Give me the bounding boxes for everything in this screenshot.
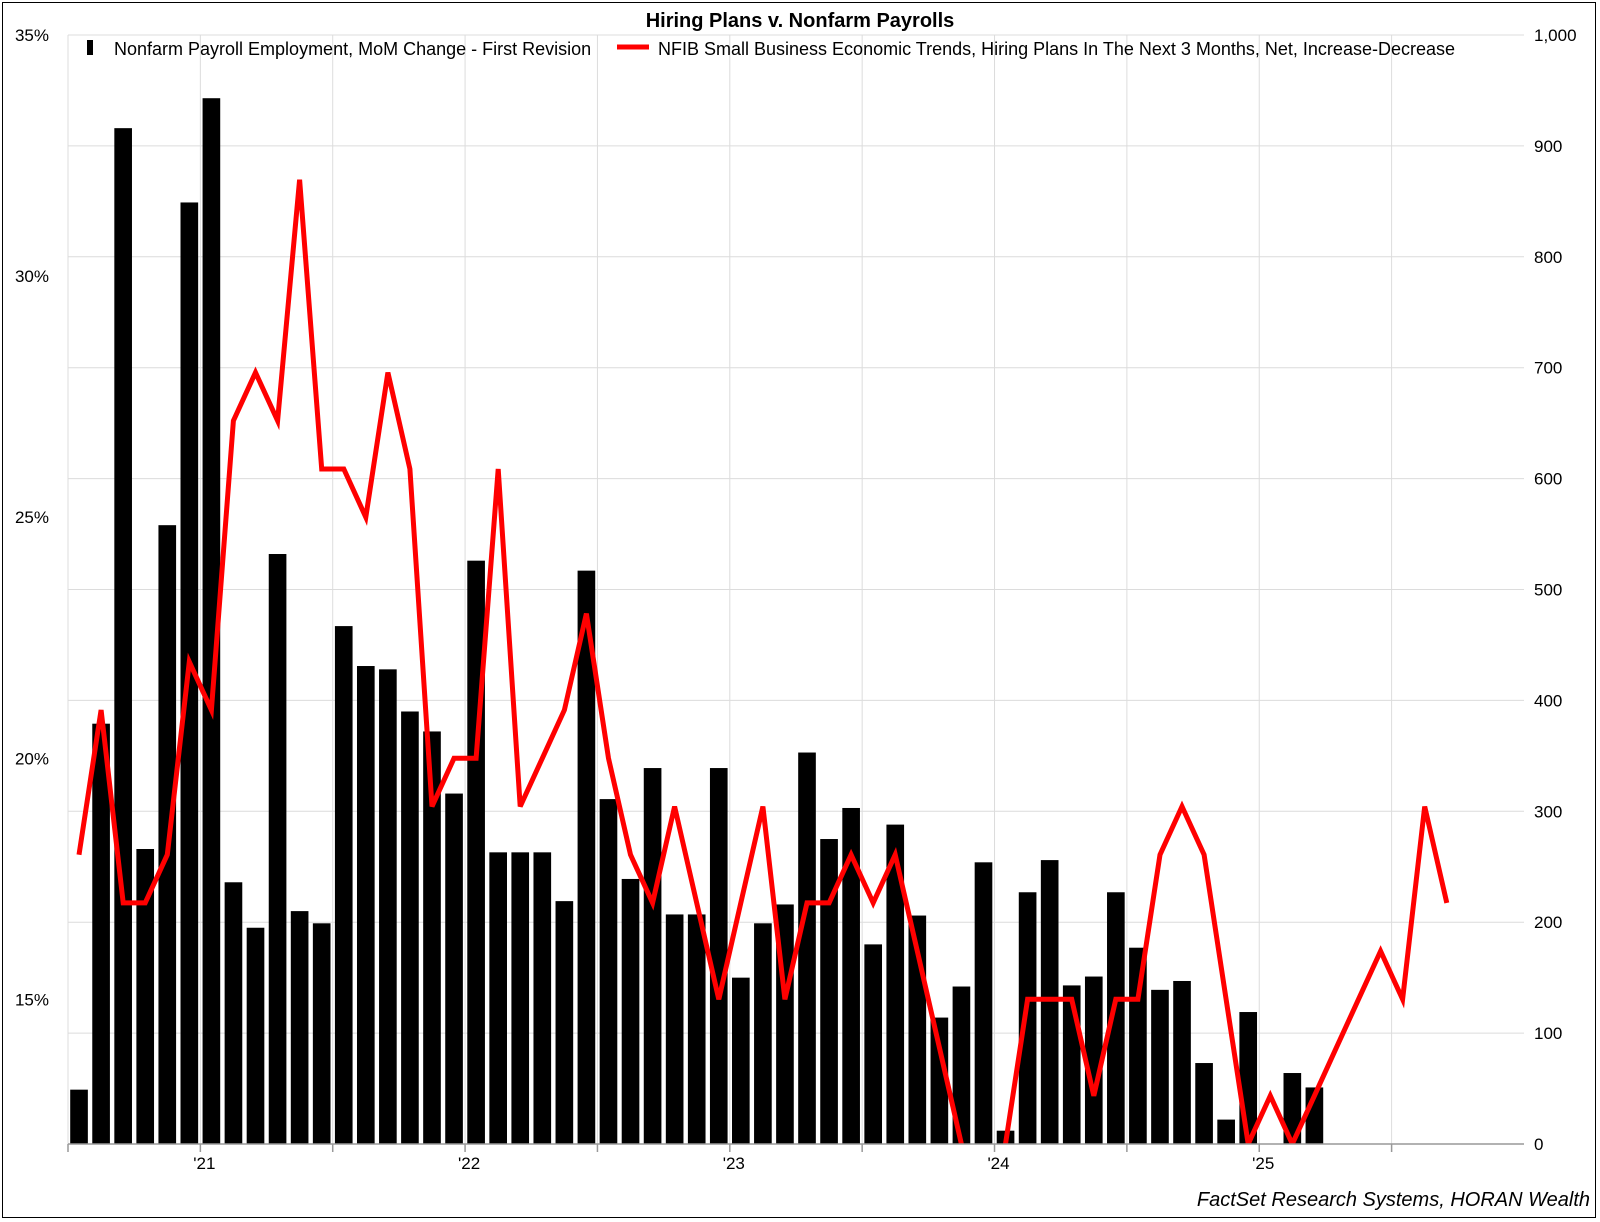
- payroll-bar: [864, 944, 883, 1144]
- legend-bar-swatch: [87, 40, 93, 55]
- legend-label-hiring-plans: NFIB Small Business Economic Trends, Hir…: [658, 39, 1455, 59]
- right-axis-tick-labels: 0 100 200 300 400 500 600 700 800 900 1,000: [1534, 26, 1577, 1154]
- payroll-bar: [886, 824, 905, 1144]
- left-tick-label: 25%: [15, 508, 49, 527]
- payroll-bar: [1195, 1063, 1213, 1144]
- payroll-bar: [555, 901, 574, 1144]
- payroll-bar: [687, 914, 706, 1144]
- payroll-bar: [1107, 892, 1125, 1144]
- x-tick-label: '21: [193, 1154, 215, 1173]
- payroll-bar: [1283, 1073, 1302, 1144]
- payroll-bar: [334, 626, 353, 1144]
- payroll-bar: [312, 923, 331, 1144]
- payroll-bar: [952, 986, 971, 1144]
- source-note: FactSet Research Systems, HORAN Wealth: [1197, 1189, 1590, 1211]
- payroll-bar: [732, 977, 750, 1144]
- payroll-bar: [92, 723, 110, 1144]
- payroll-bar: [1018, 892, 1037, 1144]
- payroll-bar: [709, 768, 728, 1144]
- left-tick-label: 20%: [15, 749, 49, 768]
- x-tick-label: '22: [458, 1154, 480, 1173]
- right-tick-label: 500: [1534, 581, 1562, 600]
- payroll-bar: [974, 862, 993, 1144]
- payroll-bar: [136, 849, 155, 1144]
- x-axis-ticks: [67, 1144, 1393, 1152]
- payroll-bar: [202, 98, 221, 1144]
- right-tick-label: 900: [1534, 137, 1562, 156]
- payroll-bar: [268, 554, 287, 1144]
- payroll-bar: [423, 731, 441, 1144]
- chart-title: Hiring Plans v. Nonfarm Payrolls: [646, 10, 955, 32]
- payroll-bar: [577, 570, 596, 1144]
- payroll-bar: [1151, 989, 1169, 1144]
- left-tick-label: 35%: [15, 26, 49, 45]
- left-axis-tick-labels: 15% 20% 25% 30% 35%: [15, 26, 49, 1009]
- payroll-bar: [754, 923, 772, 1144]
- right-tick-label: 400: [1534, 691, 1562, 710]
- payroll-bar: [489, 852, 507, 1144]
- right-tick-label: 700: [1534, 359, 1562, 378]
- payroll-bar: [1129, 947, 1147, 1144]
- legend-label-payrolls: Nonfarm Payroll Employment, MoM Change -…: [114, 39, 591, 59]
- payroll-bar: [246, 927, 265, 1144]
- payroll-bar: [1217, 1119, 1235, 1144]
- payroll-bar: [1239, 1012, 1258, 1144]
- payroll-bar: [356, 666, 375, 1144]
- payroll-bar: [842, 807, 860, 1144]
- horizontal-gridlines: [68, 34, 1524, 1145]
- payroll-bar: [930, 1017, 949, 1144]
- legend: Nonfarm Payroll Employment, MoM Change -…: [87, 39, 1455, 59]
- hiring-plans-line: [76, 179, 1450, 1144]
- payroll-bar: [379, 669, 397, 1144]
- payroll-bar: [224, 882, 243, 1144]
- payroll-bar: [1040, 860, 1059, 1144]
- payroll-bar: [70, 1089, 88, 1144]
- right-tick-label: 0: [1534, 1135, 1543, 1154]
- payroll-bar: [621, 878, 640, 1144]
- right-tick-label: 300: [1534, 802, 1562, 821]
- hiring-plans-line-layer: [76, 179, 1450, 1144]
- payroll-bar: [599, 799, 618, 1144]
- payroll-bar: [533, 852, 552, 1144]
- payroll-bars: [70, 98, 1324, 1145]
- payroll-bar: [798, 752, 816, 1144]
- x-axis-tick-labels: '21 '22 '23 '24 '25: [193, 1154, 1274, 1173]
- payroll-bar: [1084, 976, 1103, 1144]
- x-tick-label: '24: [987, 1154, 1009, 1173]
- payroll-bar: [511, 852, 530, 1144]
- payroll-bar: [1173, 980, 1191, 1144]
- right-tick-label: 100: [1534, 1024, 1562, 1043]
- payroll-bar: [114, 128, 132, 1144]
- payroll-bar: [665, 914, 684, 1144]
- left-tick-label: 30%: [15, 267, 49, 286]
- x-tick-label: '23: [723, 1154, 745, 1173]
- right-tick-label: 600: [1534, 470, 1562, 489]
- x-tick-label: '25: [1252, 1154, 1274, 1173]
- payroll-bar: [820, 839, 838, 1144]
- right-tick-label: 800: [1534, 248, 1562, 267]
- payroll-bar: [401, 711, 419, 1144]
- payroll-bar: [290, 911, 309, 1144]
- right-tick-label: 200: [1534, 913, 1562, 932]
- payroll-bar: [643, 768, 662, 1144]
- left-tick-label: 15%: [15, 990, 49, 1009]
- payroll-bar: [445, 793, 463, 1144]
- right-tick-label: 1,000: [1534, 26, 1577, 45]
